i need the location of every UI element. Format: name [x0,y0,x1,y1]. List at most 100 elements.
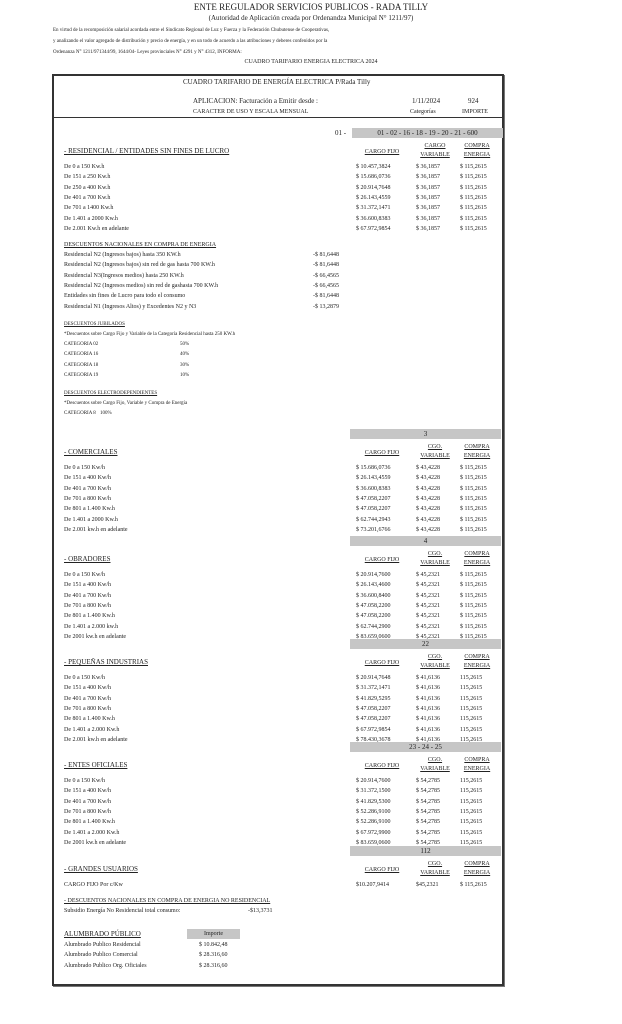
compra-energia-value: 115,2615 [460,726,483,733]
cargo-fijo-value: $ 47.058,2207 [356,716,391,723]
discount-value: -$ 81,6448 [313,252,339,258]
cargo-fijo-value: $ 41.829,5295 [356,695,391,702]
category-band: 112 [350,846,501,856]
col-variable-1: CGO. [427,861,443,867]
category-band: 4 [350,536,501,546]
cargo-fijo-value: $ 47.058,2200 [356,602,391,609]
discount-value: -$ 81,6448 [313,262,339,269]
alumbrado-label: Alumbrado Publico Residencial [64,942,141,948]
header-divider [54,117,502,118]
tier-label: De 801 a 1.400 Kw.h [64,716,115,723]
alumbrado-label: Alumbrado Publico Org. Oficiales [64,962,147,969]
doc-heading: CUADRO TARIFARIO ENERGIA ELECTRICA 2024 [244,59,378,65]
cargo-fijo-value: $ 62.744,2943 [356,516,391,523]
importe-label: IMPORTE [462,109,488,115]
cargo-variable-value: $ 45,2321 [416,592,440,599]
compra-energia-value: 115,2615 [460,778,483,784]
col-variable-2: VARIABLE [420,663,450,669]
tariff-table-frame [52,74,504,986]
tier-label: De 401 a 700 Kw/h [64,485,111,492]
tier-label: De 0 a 150 Kw.h [64,164,105,170]
compra-energia-value: 115,2615 [460,705,483,712]
section-heading: - PEQUEÑAS INDUSTRIAS [64,658,149,666]
col-compra-2: ENERGIA [463,152,491,158]
jubilados-heading: DESCUENTOS JUBILADOS [64,322,125,327]
cargo-variable-value: $ 41,6136 [416,726,440,733]
compra-energia-value: 115,2615 [460,685,483,692]
caracter-label: CARACTER DE USO Y ESCALA MENSUAL [193,109,309,115]
tier-label: De 1.401 a 2.000 kw.h [64,623,119,630]
intro-line: Ordenanza N° 1211/971344/99, 1644/04- Le… [53,50,242,55]
cargo-variable-value: $ 45,2321 [416,602,440,609]
category-band: 22 [350,639,501,649]
cargo-variable-value: $ 36,1857 [416,174,440,181]
categorias-label: Categorías [410,109,436,115]
compra-energia-value: $ 115,2615 [460,613,487,620]
tier-label: De 801 a 1.400 Kw.h [64,613,115,620]
discount-label: Residencial N2 (Ingresos bajos) sin red … [64,262,215,269]
cargo-fijo-value: $ 31.372,1500 [356,788,391,795]
cargo-fijo-value: $ 26.143,4600 [356,582,391,589]
compra-energia-value: $ 115,2615 [460,516,487,523]
compra-energia-value: $ 115,2615 [460,602,487,609]
col-variable-1: CARGO [424,143,446,149]
cargo-fijo-value: $ 20.914,7648 [356,675,391,681]
section-heading: - RESIDENCIAL / ENTIDADES SIN FINES DE L… [64,147,230,155]
section-heading: - OBRADORES [64,555,111,563]
discount-percent: 40% [180,352,190,358]
tier-label: De 0 a 150 Kw/h [64,465,105,471]
cargo-variable-value: $ 54,2785 [416,808,440,815]
cargo-fijo-value: $ 31.372,1471 [356,685,391,692]
compra-energia-value: $ 115,2615 [460,633,487,640]
compra-energia-value: 115,2615 [460,829,483,836]
alumbrado-value: $ 10.842,48 [199,942,228,948]
tier-label: De 2001 kw.h en adelante [64,633,127,640]
cargo-fijo-value: $ 36.600,8400 [356,592,391,599]
col-cargo-fijo: CARGO FIJO [364,763,400,769]
col-cargo-fijo: CARGO FIJO [364,867,400,873]
compra-energia-value: $ 115,2615 [460,225,487,232]
compra-energia-value: $ 115,2615 [460,465,487,471]
cargo-fijo-value: $10.207,9414 [356,882,389,888]
tier-label: De 401 a 700 Kw/h [64,695,111,702]
col-cargo-fijo: CARGO FIJO [364,557,400,563]
tier-label: CARGO FIJO Por c/Kw [64,882,123,888]
cargo-variable-value: $ 43,4228 [416,526,440,533]
cargo-variable-value: $ 41,6136 [416,685,440,692]
tier-label: De 1.401 a 2.000 Kw.h [64,829,120,836]
col-variable-2: VARIABLE [420,766,450,772]
document-title: ENTE REGULADOR SERVICIOS PUBLICOS - RADA… [193,2,429,12]
compra-energia-value: $ 115,2615 [460,882,487,888]
discount-label: Residencial N1 (Ingresos Altos) y Excede… [64,303,197,310]
jubilados-note: *Descuentos sobre Cargo Fijo y Variable … [64,332,236,337]
col-compra-2: ENERGIA [463,560,491,566]
fecha-desde: 1/11/2024 [412,97,441,105]
col-compra-2: ENERGIA [463,453,491,459]
cargo-variable-value: $ 54,2785 [416,788,440,795]
cargo-variable-value: $45,2321 [416,882,439,888]
compra-energia-value: $ 115,2615 [460,174,487,181]
col-variable-2: VARIABLE [420,560,450,566]
tier-label: De 151 a 400 Kw/h [64,685,111,692]
cargo-variable-value: $ 43,4228 [416,495,440,502]
discount-label: Residencial N2 (Ingresos medios) sin red… [64,282,219,289]
aplicacion-label: APLICACION: Facturación a Emitir desde : [193,97,319,105]
cargo-variable-value: $ 54,2785 [416,819,440,826]
cargo-fijo-value: $ 15.686,0736 [356,465,391,471]
tier-label: De 801 a 1.400 Kw.h [64,819,115,826]
tier-label: De 801 a 1.400 Kw.h [64,506,115,513]
col-compra-1: COMPRA [464,444,490,450]
cargo-fijo-value: $ 20.914,7648 [356,184,391,191]
intro-line: En virtud de la recomposición salarial a… [53,28,330,33]
tier-label: De 701 a 800 Kw/h [64,705,111,712]
cargo-fijo-value: $ 83.659,0600 [356,839,391,846]
col-compra-1: COMPRA [464,757,490,763]
compra-energia-value: $ 115,2615 [460,184,487,191]
compra-energia-value: $ 115,2615 [460,215,487,222]
descuentos-nacionales-heading: DESCUENTOS NACIONALES EN COMPRA DE ENERG… [64,242,217,248]
cargo-fijo-value: $ 52.286,9100 [356,819,391,826]
discount-value: -$ 81,6448 [313,293,339,300]
cargo-fijo-value: $ 67.972,9854 [356,225,391,232]
cargo-fijo-value: $ 52.286,9100 [356,808,391,815]
cargo-fijo-value: $ 47.058,2207 [356,705,391,712]
